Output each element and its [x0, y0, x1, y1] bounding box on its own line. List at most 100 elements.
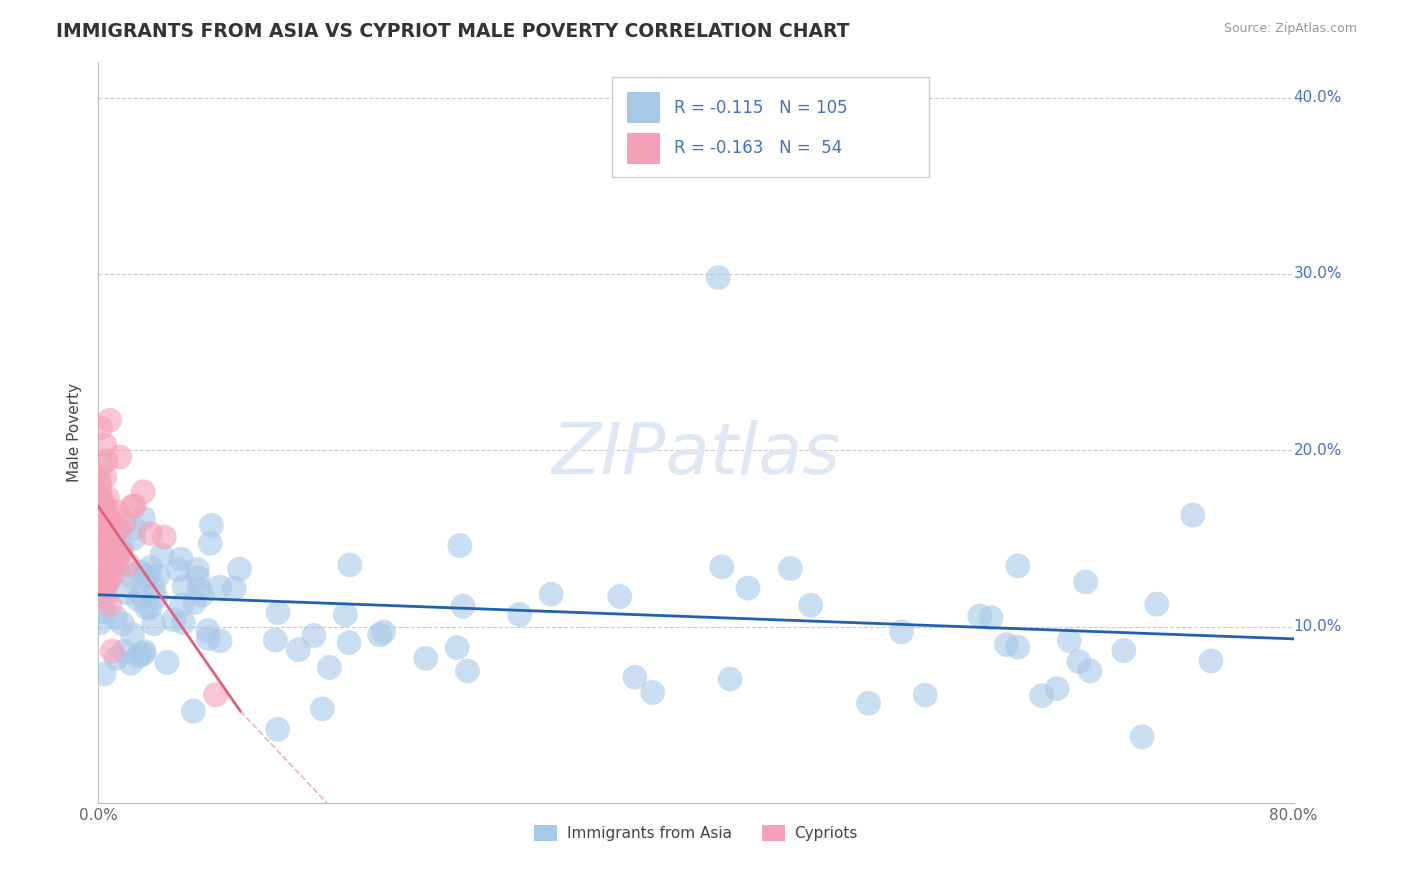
- Point: [197, 632, 219, 646]
- Point: [737, 581, 759, 595]
- Point: [339, 558, 361, 572]
- Point: [105, 651, 128, 665]
- Point: [451, 599, 474, 614]
- Text: 30.0%: 30.0%: [1294, 267, 1341, 282]
- Point: [138, 568, 160, 582]
- Point: [98, 413, 121, 427]
- Point: [1146, 597, 1168, 611]
- Point: [91, 538, 114, 552]
- Point: [89, 495, 111, 509]
- Point: [97, 514, 120, 528]
- Point: [183, 596, 205, 610]
- Text: R = -0.163   N =  54: R = -0.163 N = 54: [675, 139, 842, 157]
- Point: [89, 474, 111, 488]
- Point: [89, 492, 111, 507]
- Point: [97, 510, 120, 524]
- Point: [995, 638, 1018, 652]
- Text: IMMIGRANTS FROM ASIA VS CYPRIOT MALE POVERTY CORRELATION CHART: IMMIGRANTS FROM ASIA VS CYPRIOT MALE POV…: [56, 22, 849, 41]
- Point: [122, 570, 145, 584]
- Point: [457, 664, 479, 678]
- Point: [1112, 643, 1135, 657]
- Point: [127, 648, 149, 663]
- Point: [96, 549, 118, 563]
- Point: [139, 560, 162, 574]
- Point: [101, 644, 124, 658]
- Point: [373, 625, 395, 640]
- Text: 20.0%: 20.0%: [1294, 442, 1341, 458]
- Point: [1181, 508, 1204, 522]
- Point: [707, 270, 730, 285]
- Point: [162, 613, 184, 627]
- Point: [98, 598, 121, 612]
- Point: [103, 543, 125, 558]
- Point: [89, 504, 111, 518]
- Point: [264, 633, 287, 648]
- Point: [858, 696, 880, 710]
- Point: [1130, 730, 1153, 744]
- Point: [139, 600, 162, 615]
- Point: [108, 450, 131, 464]
- Point: [167, 563, 190, 577]
- Point: [914, 688, 936, 702]
- Point: [96, 575, 118, 590]
- Point: [97, 504, 120, 518]
- Point: [90, 510, 112, 524]
- Point: [98, 574, 121, 588]
- Text: ZIPatlas: ZIPatlas: [551, 420, 841, 490]
- Point: [311, 702, 333, 716]
- Point: [127, 592, 149, 607]
- Point: [188, 582, 211, 597]
- Point: [94, 528, 117, 542]
- Point: [1007, 640, 1029, 655]
- Point: [93, 584, 115, 599]
- Point: [449, 539, 471, 553]
- Point: [135, 601, 157, 615]
- Point: [368, 628, 391, 642]
- Point: [107, 565, 129, 579]
- Point: [96, 454, 118, 468]
- Point: [101, 516, 124, 530]
- Point: [980, 611, 1002, 625]
- Point: [969, 608, 991, 623]
- Point: [94, 590, 117, 604]
- Point: [89, 553, 111, 567]
- Point: [117, 558, 139, 572]
- Point: [415, 651, 437, 665]
- Point: [1074, 574, 1097, 589]
- FancyBboxPatch shape: [627, 92, 661, 123]
- Point: [890, 624, 912, 639]
- FancyBboxPatch shape: [627, 133, 661, 164]
- Point: [115, 586, 138, 600]
- Point: [107, 549, 129, 563]
- Point: [318, 660, 340, 674]
- Point: [129, 648, 152, 662]
- Point: [146, 569, 169, 583]
- Point: [105, 505, 128, 519]
- Point: [111, 616, 134, 631]
- Point: [128, 565, 150, 579]
- Point: [156, 656, 179, 670]
- Y-axis label: Male Poverty: Male Poverty: [67, 383, 83, 483]
- Point: [1059, 633, 1081, 648]
- Point: [93, 573, 115, 587]
- Point: [111, 541, 134, 555]
- Point: [93, 666, 115, 681]
- Point: [89, 484, 111, 499]
- Point: [104, 538, 127, 552]
- Point: [209, 634, 232, 648]
- Point: [132, 484, 155, 499]
- Point: [153, 530, 176, 544]
- Point: [187, 571, 209, 585]
- Point: [150, 548, 173, 562]
- Point: [89, 615, 111, 630]
- Point: [94, 438, 117, 452]
- Point: [120, 656, 142, 670]
- Point: [446, 640, 468, 655]
- Point: [181, 704, 204, 718]
- Point: [90, 457, 112, 471]
- Point: [609, 590, 631, 604]
- Text: 10.0%: 10.0%: [1294, 619, 1341, 634]
- Point: [135, 569, 157, 583]
- Point: [89, 476, 111, 491]
- Point: [200, 536, 222, 550]
